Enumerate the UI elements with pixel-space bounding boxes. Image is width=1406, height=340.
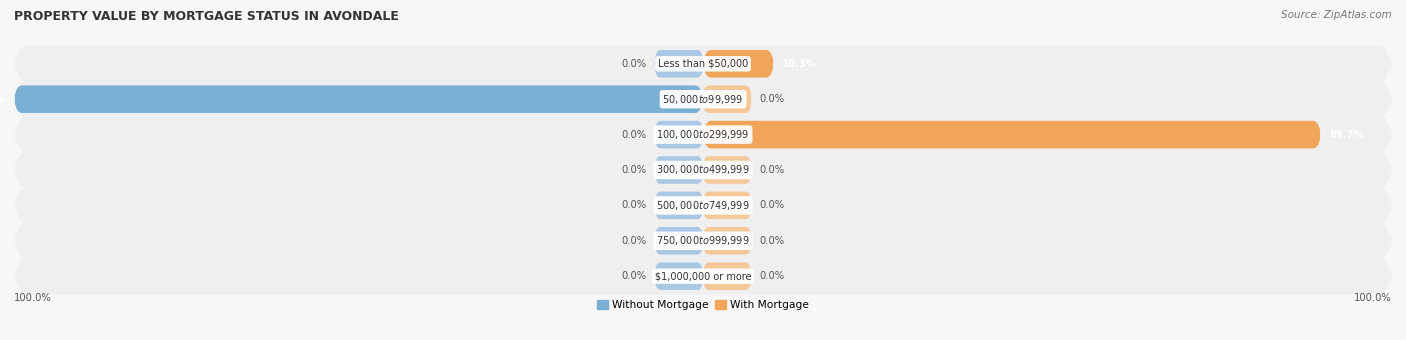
FancyBboxPatch shape bbox=[14, 81, 1392, 118]
Text: $300,000 to $499,999: $300,000 to $499,999 bbox=[657, 164, 749, 176]
FancyBboxPatch shape bbox=[703, 121, 1322, 148]
Text: 0.0%: 0.0% bbox=[621, 236, 647, 246]
Text: 0.0%: 0.0% bbox=[759, 94, 785, 104]
Legend: Without Mortgage, With Mortgage: Without Mortgage, With Mortgage bbox=[593, 296, 813, 314]
FancyBboxPatch shape bbox=[703, 50, 773, 78]
Text: 0.0%: 0.0% bbox=[621, 200, 647, 210]
FancyBboxPatch shape bbox=[14, 187, 1392, 224]
Text: 10.3%: 10.3% bbox=[782, 59, 817, 69]
FancyBboxPatch shape bbox=[655, 192, 703, 219]
FancyBboxPatch shape bbox=[703, 85, 751, 113]
FancyBboxPatch shape bbox=[703, 227, 751, 255]
FancyBboxPatch shape bbox=[655, 227, 703, 255]
Text: 100.0%: 100.0% bbox=[14, 293, 52, 303]
Text: $100,000 to $299,999: $100,000 to $299,999 bbox=[657, 128, 749, 141]
Text: 0.0%: 0.0% bbox=[759, 200, 785, 210]
FancyBboxPatch shape bbox=[655, 50, 703, 78]
Text: $1,000,000 or more: $1,000,000 or more bbox=[655, 271, 751, 281]
FancyBboxPatch shape bbox=[14, 152, 1392, 188]
FancyBboxPatch shape bbox=[14, 222, 1392, 259]
Text: 0.0%: 0.0% bbox=[621, 59, 647, 69]
Text: 0.0%: 0.0% bbox=[621, 271, 647, 281]
Text: Less than $50,000: Less than $50,000 bbox=[658, 59, 748, 69]
Text: Source: ZipAtlas.com: Source: ZipAtlas.com bbox=[1281, 10, 1392, 20]
FancyBboxPatch shape bbox=[703, 192, 751, 219]
FancyBboxPatch shape bbox=[14, 46, 1392, 82]
Text: PROPERTY VALUE BY MORTGAGE STATUS IN AVONDALE: PROPERTY VALUE BY MORTGAGE STATUS IN AVO… bbox=[14, 10, 399, 23]
Text: $500,000 to $749,999: $500,000 to $749,999 bbox=[657, 199, 749, 212]
Text: 89.7%: 89.7% bbox=[1329, 130, 1364, 140]
FancyBboxPatch shape bbox=[14, 258, 1392, 294]
Text: 0.0%: 0.0% bbox=[759, 236, 785, 246]
FancyBboxPatch shape bbox=[703, 156, 751, 184]
Text: $750,000 to $999,999: $750,000 to $999,999 bbox=[657, 234, 749, 247]
Text: $50,000 to $99,999: $50,000 to $99,999 bbox=[662, 93, 744, 106]
Text: 0.0%: 0.0% bbox=[621, 165, 647, 175]
FancyBboxPatch shape bbox=[655, 262, 703, 290]
Text: 0.0%: 0.0% bbox=[759, 165, 785, 175]
Text: 0.0%: 0.0% bbox=[759, 271, 785, 281]
Text: 0.0%: 0.0% bbox=[621, 130, 647, 140]
FancyBboxPatch shape bbox=[703, 262, 751, 290]
FancyBboxPatch shape bbox=[655, 156, 703, 184]
FancyBboxPatch shape bbox=[14, 116, 1392, 153]
Text: 100.0%: 100.0% bbox=[1354, 293, 1392, 303]
FancyBboxPatch shape bbox=[655, 121, 703, 148]
Text: 100.0%: 100.0% bbox=[0, 94, 6, 104]
FancyBboxPatch shape bbox=[14, 85, 703, 113]
